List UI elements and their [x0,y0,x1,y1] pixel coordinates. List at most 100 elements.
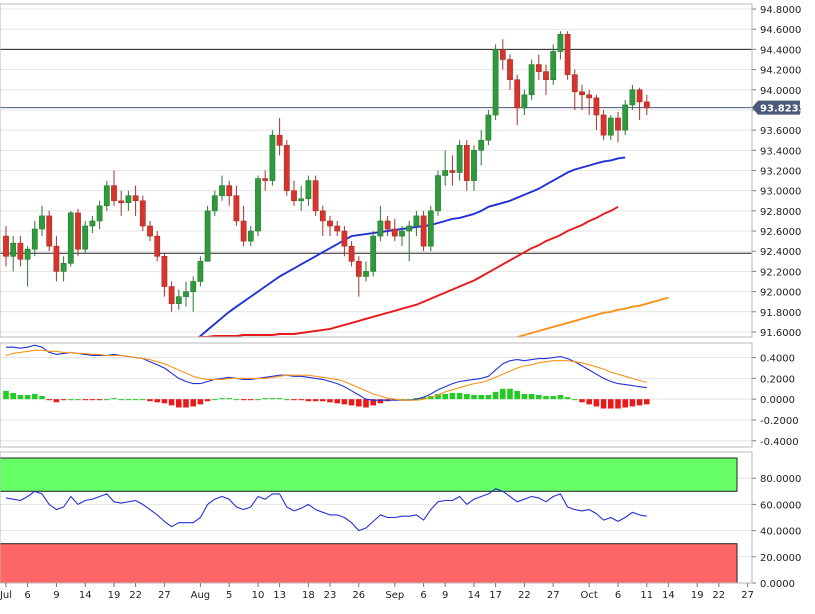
candle-body [636,89,643,103]
candle-body [341,230,348,247]
x-tick-label: 27 [741,590,754,601]
histogram-bar [507,388,513,400]
candle-body [168,286,175,304]
histogram-bar [564,397,571,400]
candle-body [111,185,117,202]
x-tick-label: 13 [273,590,286,601]
histogram-bar [449,392,456,400]
histogram-bar [248,399,254,401]
overbought-zone [0,457,738,492]
candle-body [53,245,60,272]
price-tick-label: 93.2000 [760,167,801,178]
price-tick-label: 94.8000 [760,5,801,16]
histogram-bar [356,399,362,407]
histogram-bar [485,395,492,400]
oscillator-line-0 [6,344,647,401]
candle-body [175,296,182,304]
oversold-zone [0,543,738,583]
histogram-bar [471,395,477,400]
histogram-bar [24,395,31,400]
histogram-bar [500,388,506,400]
candle-body [600,114,607,136]
candle-body [75,212,81,250]
candle-body [643,101,650,109]
histogram-bar [579,399,585,403]
candle-body [521,94,528,109]
histogram-bar [262,398,268,400]
histogram-bar [370,399,376,406]
rsi-tick-label: 40.0000 [760,527,801,538]
candle-body [449,170,456,173]
rsi-tick-label: 80.0000 [760,474,801,485]
x-tick-label: 26 [352,590,365,601]
x-tick-label: 6 [615,590,621,601]
candle-body [579,91,585,96]
candle-body [31,228,38,250]
candle-body [348,245,355,262]
histogram-bar [219,398,225,400]
candle-body [240,220,247,242]
price-panel: 94.800094.600094.400094.200094.000093.80… [0,3,806,339]
x-tick-label: 14 [79,590,92,601]
moving-average-line-1 [193,205,619,337]
histogram-bar [442,393,448,400]
histogram-bar [615,399,621,409]
histogram-bar [75,399,81,401]
histogram-bar [557,395,564,400]
histogram-bar [125,399,132,401]
moving-average-line-2 [516,296,669,337]
oscillator-tick-label: 0.0000 [760,395,795,406]
x-tick-label: Sep [385,590,404,601]
histogram-bar [240,399,247,401]
candle-body [183,291,189,297]
oscillator-tick-label: -0.2000 [760,416,799,427]
price-tick-label: 94.2000 [760,66,801,77]
candle-body [312,180,319,212]
candle-body [399,230,405,237]
candle-body [377,220,384,237]
histogram-bar [96,399,103,401]
x-tick-label: 14 [662,590,675,601]
last-price-label: 93.8233 [760,104,806,115]
price-plot-area [0,31,752,337]
x-tick-label: 6 [420,590,426,601]
candle-body [528,64,535,96]
candle-body [262,178,269,181]
histogram-bar [528,393,535,400]
candle-body [485,114,492,141]
x-tick-label: 9 [442,590,448,601]
candle-body [17,242,24,260]
oscillator-tick-label: 0.2000 [760,374,795,385]
histogram-bar [111,398,117,400]
price-tick-label: 91.8000 [760,308,801,319]
candle-body [247,230,254,242]
x-tick-label: 17 [489,590,502,601]
candle-body [629,89,636,106]
candle-body [615,117,621,131]
x-tick-label: 22 [518,590,531,601]
histogram-bar [233,399,240,401]
rsi-tick-label: 60.0000 [760,500,801,511]
candle-body [269,134,276,181]
candle-body [305,180,312,200]
candle-body [564,33,571,75]
candle-body [370,235,377,272]
histogram-bar [104,399,110,401]
candle-body [586,94,593,99]
price-tick-label: 93.6000 [760,126,801,137]
rsi-tick-label: 20.0000 [760,553,801,564]
candle-body [255,178,261,232]
candle-body [219,185,225,197]
x-tick-label: 14 [468,590,481,601]
oscillator-frame [0,342,753,448]
histogram-bar [348,399,355,406]
histogram-bar [514,390,520,400]
rsi-plot-area [0,457,738,583]
candle-body [355,261,362,277]
x-tick-label: Jul [0,590,12,601]
histogram-bar [276,398,283,400]
price-tick-label: 94.6000 [760,25,801,36]
x-tick-label: 10 [252,590,265,601]
candle-body [39,215,45,230]
price-tick-label: 92.6000 [760,227,801,238]
